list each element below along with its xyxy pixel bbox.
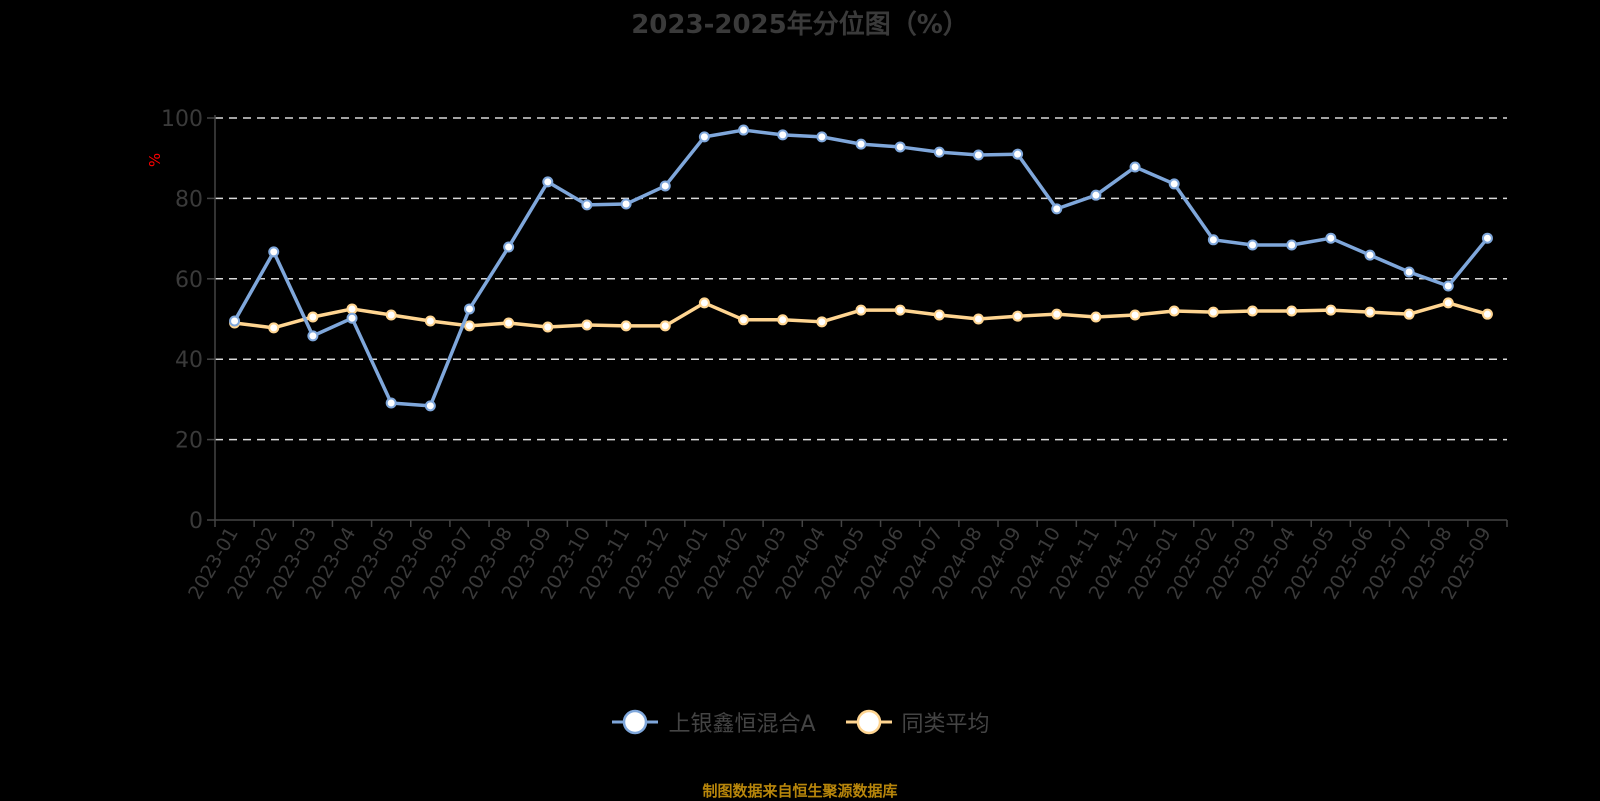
chart-title: 2023-2025年分位图（%）: [631, 10, 969, 40]
y-tick-label: 100: [161, 107, 203, 132]
data-point[interactable]: [659, 320, 671, 332]
data-point[interactable]: [385, 309, 397, 321]
legend-label: 上银鑫恒混合A: [668, 712, 816, 737]
source-note: 制图数据来自恒生聚源数据库: [702, 782, 898, 800]
data-point[interactable]: [1325, 304, 1337, 316]
data-point[interactable]: [1168, 305, 1180, 317]
legend-marker-icon: [845, 709, 892, 735]
series-line: [233, 128, 1489, 408]
y-tick-label: 40: [175, 348, 203, 373]
data-point[interactable]: [542, 176, 554, 188]
data-point[interactable]: [1286, 305, 1298, 317]
data-point[interactable]: [1012, 310, 1024, 322]
y-tick-label: 20: [175, 429, 203, 454]
legend: 上银鑫恒混合A 同类平均: [0, 706, 1600, 738]
data-point[interactable]: [855, 304, 867, 316]
data-point[interactable]: [346, 303, 358, 315]
data-point[interactable]: [424, 315, 436, 327]
y-axis-label: %: [146, 153, 164, 167]
data-point[interactable]: [1364, 249, 1376, 261]
data-point[interactable]: [933, 146, 945, 158]
data-point[interactable]: [894, 141, 906, 153]
data-point[interactable]: [620, 198, 632, 210]
grid-lines: [215, 117, 1507, 441]
data-point[interactable]: [1012, 148, 1024, 160]
data-point[interactable]: [1403, 308, 1415, 320]
series-lines: [229, 124, 1493, 412]
data-point[interactable]: [581, 199, 593, 211]
data-point[interactable]: [1325, 232, 1337, 244]
data-point[interactable]: [894, 304, 906, 316]
data-point[interactable]: [1129, 309, 1141, 321]
data-point[interactable]: [268, 246, 280, 258]
data-point[interactable]: [385, 397, 397, 409]
data-point[interactable]: [1403, 266, 1415, 278]
legend-label: 同类平均: [901, 712, 990, 737]
data-point[interactable]: [1090, 311, 1102, 323]
data-point[interactable]: [972, 149, 984, 161]
data-point[interactable]: [1442, 280, 1454, 292]
data-point[interactable]: [933, 309, 945, 321]
data-point[interactable]: [698, 131, 710, 143]
data-point[interactable]: [1247, 239, 1259, 251]
data-point[interactable]: [738, 314, 750, 326]
data-point[interactable]: [463, 303, 475, 315]
data-point[interactable]: [1129, 161, 1141, 173]
axes: 020406080100%2023-012023-022023-032023-0…: [146, 107, 1508, 603]
data-point[interactable]: [777, 314, 789, 326]
data-point[interactable]: [738, 124, 750, 136]
data-point[interactable]: [268, 322, 280, 334]
legend-marker-icon: [612, 709, 659, 735]
data-point[interactable]: [1286, 239, 1298, 251]
data-point[interactable]: [1364, 306, 1376, 318]
y-tick-label: 0: [189, 509, 203, 534]
data-point[interactable]: [581, 319, 593, 331]
legend-item-fund[interactable]: 上银鑫恒混合A: [610, 706, 816, 738]
data-point[interactable]: [463, 320, 475, 332]
data-point[interactable]: [1207, 306, 1219, 318]
y-tick-label: 60: [175, 268, 203, 293]
data-point[interactable]: [1207, 234, 1219, 246]
data-point[interactable]: [816, 316, 828, 328]
data-point[interactable]: [972, 313, 984, 325]
data-point[interactable]: [659, 180, 671, 192]
data-point[interactable]: [1247, 305, 1259, 317]
data-point[interactable]: [503, 317, 515, 329]
data-point[interactable]: [620, 320, 632, 332]
data-point[interactable]: [229, 315, 241, 327]
data-point[interactable]: [1090, 189, 1102, 201]
data-point[interactable]: [542, 321, 554, 333]
data-point[interactable]: [346, 312, 358, 324]
data-point[interactable]: [424, 400, 436, 412]
y-tick-label: 80: [175, 187, 203, 212]
legend-item-peer-average[interactable]: 同类平均: [844, 706, 990, 738]
data-point[interactable]: [816, 131, 828, 143]
data-point[interactable]: [1442, 297, 1454, 309]
data-point[interactable]: [855, 138, 867, 150]
data-point[interactable]: [698, 297, 710, 309]
data-point[interactable]: [503, 241, 515, 253]
data-point[interactable]: [777, 129, 789, 141]
data-point[interactable]: [1051, 203, 1063, 215]
data-point[interactable]: [1481, 308, 1493, 320]
data-point[interactable]: [1168, 178, 1180, 190]
data-point[interactable]: [1051, 308, 1063, 320]
data-point[interactable]: [307, 311, 319, 323]
data-point[interactable]: [307, 330, 319, 342]
data-point[interactable]: [1481, 232, 1493, 244]
